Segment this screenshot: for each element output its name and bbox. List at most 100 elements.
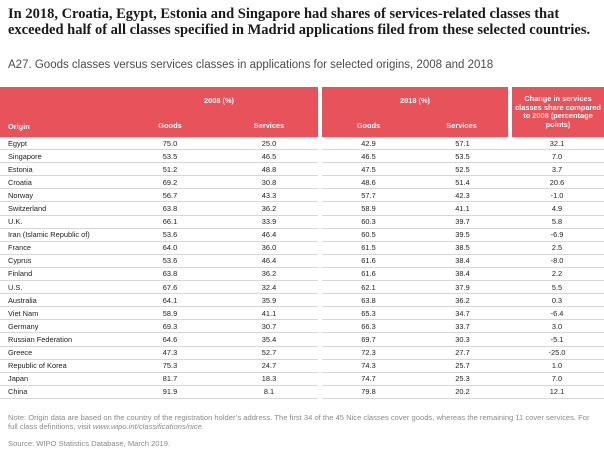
row-services-2018: 25.7 bbox=[415, 359, 510, 373]
header-services-2018: Services bbox=[415, 113, 510, 137]
row-origin: Cyprus bbox=[0, 254, 120, 268]
page-headline: In 2018, Croatia, Egypt, Estonia and Sin… bbox=[8, 6, 591, 38]
row-goods-2018: 74.7 bbox=[318, 372, 415, 386]
row-goods-2018: 61.5 bbox=[318, 241, 415, 255]
row-goods-2008: 64.1 bbox=[120, 293, 220, 308]
row-goods-2008: 75.0 bbox=[120, 137, 220, 151]
row-origin: Norway bbox=[0, 188, 120, 203]
table-row: Finland 63.8 36.2 61.6 38.4 2.2 bbox=[0, 267, 604, 282]
row-services-2018: 42.3 bbox=[415, 188, 510, 203]
row-services-2018: 20.2 bbox=[415, 385, 510, 399]
row-change: 5.5 bbox=[510, 280, 604, 295]
row-origin: Viet Nam bbox=[0, 306, 120, 321]
row-change: 12.1 bbox=[510, 385, 604, 399]
row-services-2008: 32.4 bbox=[220, 280, 320, 295]
row-change: -6.4 bbox=[510, 306, 604, 321]
header-goods-2008: Goods bbox=[120, 113, 220, 137]
classes-table: Origin 2008 (%) 2018 (%) Change in servi… bbox=[0, 87, 604, 399]
table-row: Switzerland 63.8 36.2 58.9 41.1 4.9 bbox=[0, 201, 604, 216]
table-row: U.K. 66.1 33.9 60.3 39.7 5.8 bbox=[0, 215, 604, 229]
row-services-2008: 30.8 bbox=[220, 175, 320, 190]
row-change: 3.0 bbox=[510, 319, 604, 334]
row-goods-2018: 72.3 bbox=[318, 346, 415, 360]
row-goods-2008: 91.9 bbox=[120, 385, 220, 399]
row-services-2008: 25.0 bbox=[220, 137, 320, 151]
row-change: 4.9 bbox=[510, 201, 604, 216]
row-goods-2008: 51.2 bbox=[120, 162, 220, 177]
table-row: Republic of Korea 75.3 24.7 74.3 25.7 1.0 bbox=[0, 359, 604, 373]
row-origin: U.K. bbox=[0, 215, 120, 229]
row-goods-2008: 64.0 bbox=[120, 241, 220, 255]
row-services-2008: 46.4 bbox=[220, 254, 320, 268]
row-services-2008: 36.0 bbox=[220, 241, 320, 255]
table-row: Australia 64.1 35.9 63.8 36.2 0.3 bbox=[0, 293, 604, 308]
row-services-2018: 41.1 bbox=[415, 201, 510, 216]
table-header: Origin 2008 (%) 2018 (%) Change in servi… bbox=[0, 87, 604, 137]
row-goods-2008: 53.6 bbox=[120, 254, 220, 268]
row-change: -25.0 bbox=[510, 346, 604, 360]
row-change: -1.0 bbox=[510, 188, 604, 203]
note-text: Note: Origin data are based on the count… bbox=[8, 413, 590, 432]
row-services-2008: 36.2 bbox=[220, 201, 320, 216]
row-services-2018: 36.2 bbox=[415, 293, 510, 308]
row-services-2018: 53.5 bbox=[415, 149, 510, 164]
data-table-container: Origin 2008 (%) 2018 (%) Change in servi… bbox=[0, 87, 604, 399]
row-services-2018: 27.7 bbox=[415, 346, 510, 360]
row-goods-2008: 69.3 bbox=[120, 319, 220, 334]
row-change: 2.2 bbox=[510, 267, 604, 282]
row-origin: Finland bbox=[0, 267, 120, 282]
row-services-2008: 43.3 bbox=[220, 188, 320, 203]
row-origin: Croatia bbox=[0, 175, 120, 190]
row-origin: Republic of Korea bbox=[0, 359, 120, 373]
table-row: Norway 56.7 43.3 57.7 42.3 -1.0 bbox=[0, 188, 604, 203]
row-services-2018: 33.7 bbox=[415, 319, 510, 334]
row-services-2018: 51.4 bbox=[415, 175, 510, 190]
row-services-2018: 38.4 bbox=[415, 254, 510, 268]
header-group-2018-label: 2018 (%) bbox=[400, 95, 430, 105]
header-change: Change in services classes share compare… bbox=[508, 87, 604, 137]
row-services-2018: 39.5 bbox=[415, 228, 510, 242]
row-change: 5.8 bbox=[510, 215, 604, 229]
row-origin: Iran (Islamic Republic of) bbox=[0, 228, 120, 242]
row-goods-2008: 64.6 bbox=[120, 332, 220, 347]
row-goods-2018: 61.6 bbox=[318, 267, 415, 282]
row-services-2008: 18.3 bbox=[220, 372, 320, 386]
row-services-2008: 52.7 bbox=[220, 346, 320, 360]
row-goods-2008: 58.9 bbox=[120, 306, 220, 321]
row-services-2018: 39.7 bbox=[415, 215, 510, 229]
row-goods-2018: 63.8 bbox=[318, 293, 415, 308]
table-row: Viet Nam 58.9 41.1 65.3 34.7 -6.4 bbox=[0, 306, 604, 321]
row-change: 7.0 bbox=[510, 149, 604, 164]
row-goods-2008: 47.3 bbox=[120, 346, 220, 360]
row-goods-2018: 48.6 bbox=[318, 175, 415, 190]
table-row: Egypt 75.0 25.0 42.9 57.1 32.1 bbox=[0, 137, 604, 151]
row-goods-2018: 58.9 bbox=[318, 201, 415, 216]
row-services-2018: 52.5 bbox=[415, 162, 510, 177]
row-goods-2018: 42.9 bbox=[318, 137, 415, 151]
header-group-2008-label: 2008 (%) bbox=[204, 95, 234, 105]
row-goods-2008: 81.7 bbox=[120, 372, 220, 386]
row-goods-2018: 47.5 bbox=[318, 162, 415, 177]
row-change: 2.5 bbox=[510, 241, 604, 255]
row-origin: Greece bbox=[0, 346, 120, 360]
row-origin: Japan bbox=[0, 372, 120, 386]
table-row: Estonia 51.2 48.8 47.5 52.5 3.7 bbox=[0, 162, 604, 177]
row-goods-2018: 79.8 bbox=[318, 385, 415, 399]
row-services-2018: 30.3 bbox=[415, 332, 510, 347]
table-body: Egypt 75.0 25.0 42.9 57.1 32.1 Singapore 53.5 46… bbox=[0, 137, 604, 399]
header-group-2008: 2008 (%) bbox=[120, 87, 320, 113]
row-services-2008: 36.2 bbox=[220, 267, 320, 282]
row-services-2018: 38.4 bbox=[415, 267, 510, 282]
table-row: Cyprus 53.6 46.4 61.6 38.4 -8.0 bbox=[0, 254, 604, 268]
table-row: Greece 47.3 52.7 72.3 27.7 -25.0 bbox=[0, 346, 604, 360]
table-row: Iran (Islamic Republic of) 53.6 46.4 60.5 39… bbox=[0, 228, 604, 242]
row-origin: China bbox=[0, 385, 120, 399]
row-services-2008: 46.5 bbox=[220, 149, 320, 164]
row-origin: Estonia bbox=[0, 162, 120, 177]
row-goods-2008: 69.2 bbox=[120, 175, 220, 190]
table-row: Singapore 53.5 46.5 46.5 53.5 7.0 bbox=[0, 149, 604, 164]
row-change: 1.0 bbox=[510, 359, 604, 373]
row-origin: Russian Federation bbox=[0, 332, 120, 347]
row-goods-2018: 60.3 bbox=[318, 215, 415, 229]
row-goods-2008: 53.6 bbox=[120, 228, 220, 242]
